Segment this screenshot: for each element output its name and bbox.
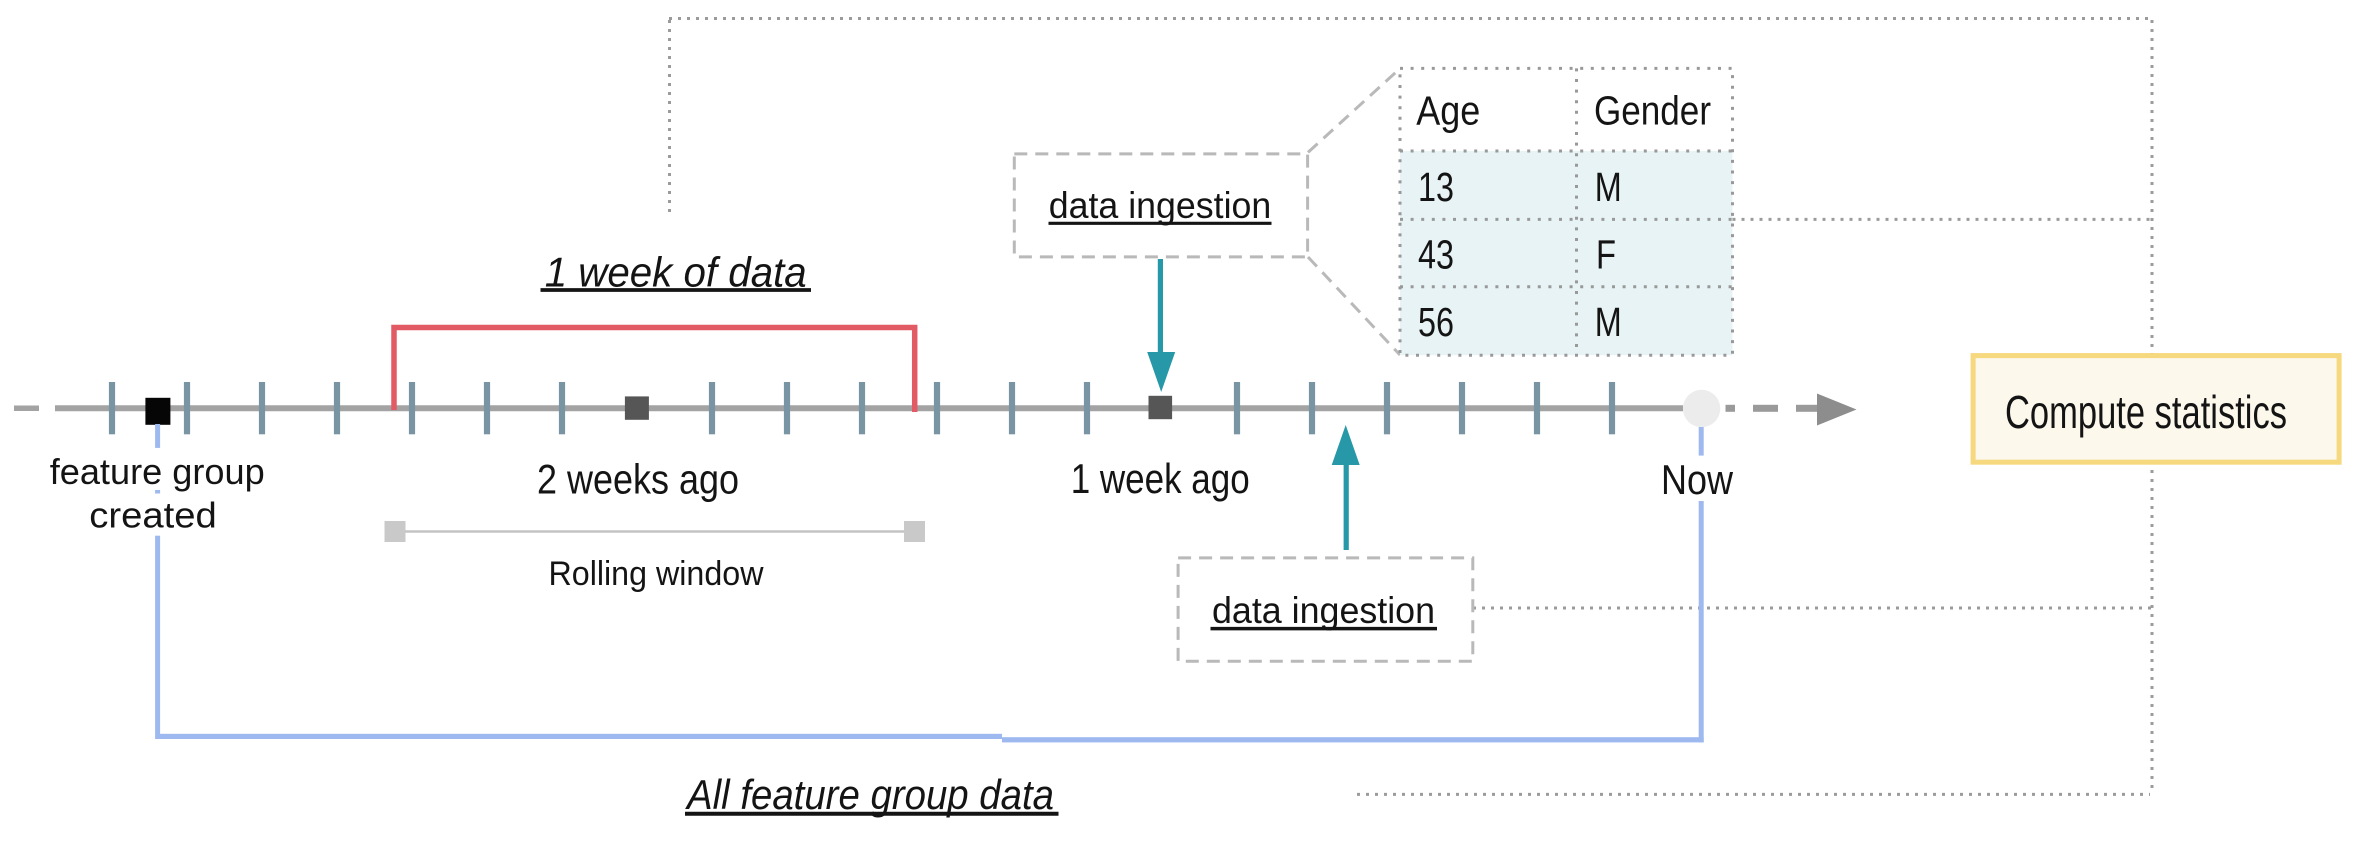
svg-text:1 week of data: 1 week of data	[545, 249, 807, 296]
svg-text:F: F	[1596, 232, 1616, 278]
svg-text:Now: Now	[1661, 456, 1734, 503]
svg-text:Compute statistics: Compute statistics	[2005, 386, 2287, 438]
svg-text:Gender: Gender	[1594, 88, 1711, 134]
svg-text:43: 43	[1418, 232, 1454, 278]
svg-text:Age: Age	[1416, 88, 1480, 134]
svg-text:created: created	[89, 495, 217, 536]
svg-text:data ingestion: data ingestion	[1212, 589, 1435, 631]
svg-text:data ingestion: data ingestion	[1049, 184, 1272, 226]
svg-text:1 week ago: 1 week ago	[1071, 455, 1250, 502]
svg-text:M: M	[1595, 164, 1622, 210]
svg-text:13: 13	[1418, 164, 1454, 210]
svg-text:56: 56	[1418, 299, 1454, 345]
svg-text:feature group: feature group	[50, 451, 265, 492]
svg-text:M: M	[1595, 299, 1622, 345]
svg-text:Rolling window: Rolling window	[549, 555, 764, 593]
svg-text:2 weeks ago: 2 weeks ago	[537, 456, 739, 503]
svg-text:All feature group data: All feature group data	[684, 771, 1054, 818]
